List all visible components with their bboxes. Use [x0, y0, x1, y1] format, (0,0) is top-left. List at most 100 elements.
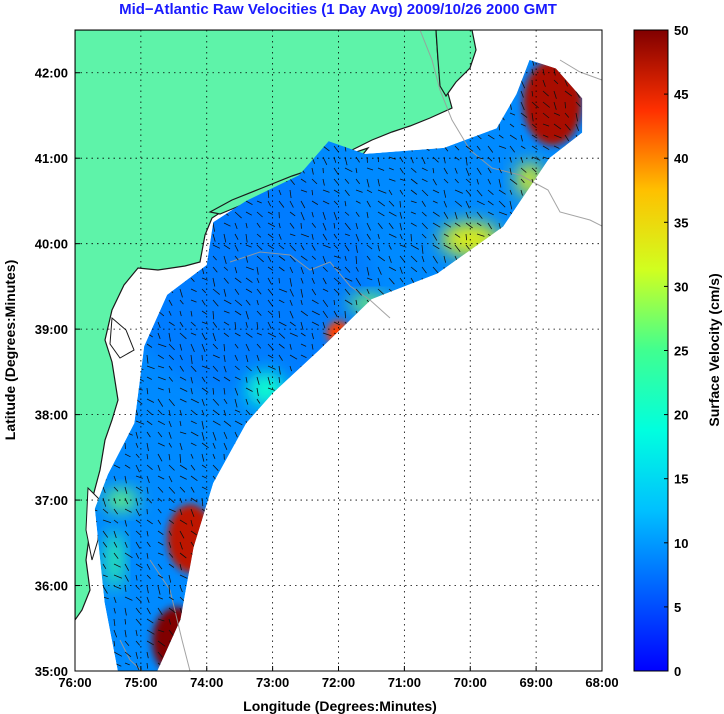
- vector-arrow: [278, 233, 282, 240]
- vector-arrow: [168, 596, 174, 601]
- vector-arrow: [520, 189, 523, 196]
- vector-arrow: [179, 442, 183, 451]
- vector-arrow: [135, 651, 138, 659]
- vector-arrow: [157, 387, 164, 391]
- vector-arrow: [443, 233, 449, 237]
- vector-arrow: [553, 68, 556, 76]
- vector-arrow: [432, 178, 437, 186]
- vector-arrow: [179, 354, 183, 361]
- vector-arrow: [465, 244, 470, 250]
- vector-arrow: [256, 310, 262, 316]
- vector-arrow: [289, 277, 292, 287]
- vector-arrow: [278, 244, 285, 250]
- vector-arrow: [278, 266, 285, 272]
- vector-arrow: [366, 244, 373, 250]
- vector-arrow: [256, 277, 260, 284]
- vector-arrow: [454, 145, 460, 151]
- vector-arrow: [542, 145, 550, 151]
- vector-arrow: [311, 211, 314, 218]
- vector-arrow: [135, 618, 141, 625]
- vector-arrow: [168, 552, 174, 558]
- vector-arrow: [366, 233, 371, 240]
- vector-arrow: [267, 299, 274, 307]
- vector-arrow: [300, 321, 304, 330]
- vector-arrow: [157, 453, 163, 462]
- vector-arrow: [322, 310, 329, 319]
- vector-arrow: [146, 486, 149, 494]
- vector-arrow: [366, 211, 369, 219]
- vector-arrow: [190, 288, 197, 292]
- vector-arrow: [212, 266, 218, 273]
- vector-arrow: [190, 409, 197, 415]
- vector-arrow: [520, 167, 527, 173]
- vector-arrow: [509, 145, 516, 153]
- vector-arrow: [135, 596, 142, 603]
- vector-arrow: [102, 530, 109, 538]
- vector-arrow: [344, 299, 353, 305]
- vector-arrow: [146, 475, 150, 484]
- vector-arrow: [267, 343, 274, 351]
- vector-arrow: [179, 343, 183, 351]
- vector-arrow: [344, 222, 351, 231]
- vector-arrow: [344, 178, 350, 184]
- vector-arrow: [245, 332, 253, 338]
- vector-arrow: [168, 607, 176, 614]
- vector-arrow: [399, 222, 402, 231]
- vector-arrow: [124, 464, 131, 469]
- vector-arrow: [234, 409, 241, 413]
- vector-arrow: [168, 442, 172, 448]
- vector-arrow: [553, 112, 561, 116]
- vector-arrow: [267, 365, 276, 370]
- vector-arrow: [157, 431, 163, 438]
- vector-arrow: [102, 574, 108, 578]
- vector-arrow: [124, 442, 126, 450]
- vector-arrow: [333, 255, 341, 259]
- vector-arrow: [212, 409, 220, 416]
- vector-arrow: [223, 233, 227, 243]
- vector-arrow: [531, 59, 535, 66]
- vector-arrow: [564, 90, 573, 97]
- vector-arrow: [542, 123, 550, 127]
- vector-arrow: [432, 255, 438, 264]
- vector-arrow: [157, 475, 165, 480]
- vector-arrow: [267, 222, 276, 227]
- vector-arrow: [520, 90, 524, 98]
- vector-arrow: [124, 552, 133, 559]
- vector-arrow: [135, 508, 141, 517]
- vector-arrow: [322, 145, 330, 152]
- vector-arrow: [234, 343, 239, 349]
- y-axis: 35:00 36:00 37:00 38:00 39:00 40:00 41:00 42:00: [35, 66, 80, 679]
- vector-arrow: [135, 442, 139, 448]
- vector-arrow: [498, 134, 504, 139]
- vector-arrow: [366, 178, 370, 188]
- vector-arrow: [278, 310, 281, 318]
- vector-arrow: [333, 277, 341, 285]
- vector-arrow: [113, 519, 119, 524]
- vector-arrow: [223, 409, 227, 416]
- vector-arrow: [102, 486, 106, 494]
- vector-arrow: [487, 222, 493, 230]
- vector-arrow: [190, 398, 199, 404]
- vector-arrow: [333, 178, 339, 185]
- vector-arrow: [245, 211, 252, 216]
- vector-arrow: [300, 332, 306, 337]
- vector-arrow: [168, 398, 175, 407]
- vector-arrow: [322, 178, 325, 186]
- vector-arrow: [289, 178, 296, 185]
- vector-arrow: [201, 354, 203, 361]
- vector-arrow: [212, 255, 217, 261]
- vector-arrow: [168, 563, 175, 568]
- vector-arrow: [256, 398, 261, 404]
- vector-arrow: [410, 189, 418, 195]
- vector-arrow: [234, 211, 242, 219]
- vector-arrow: [256, 299, 259, 306]
- vector-arrow: [476, 233, 485, 237]
- vector-arrow: [344, 200, 347, 207]
- vector-arrow: [344, 189, 350, 197]
- vector-arrow: [234, 398, 238, 408]
- vector-arrow: [300, 211, 305, 221]
- vector-arrow: [234, 222, 238, 230]
- colorbar-tick-label: 35: [674, 215, 688, 230]
- vector-arrow: [212, 288, 220, 295]
